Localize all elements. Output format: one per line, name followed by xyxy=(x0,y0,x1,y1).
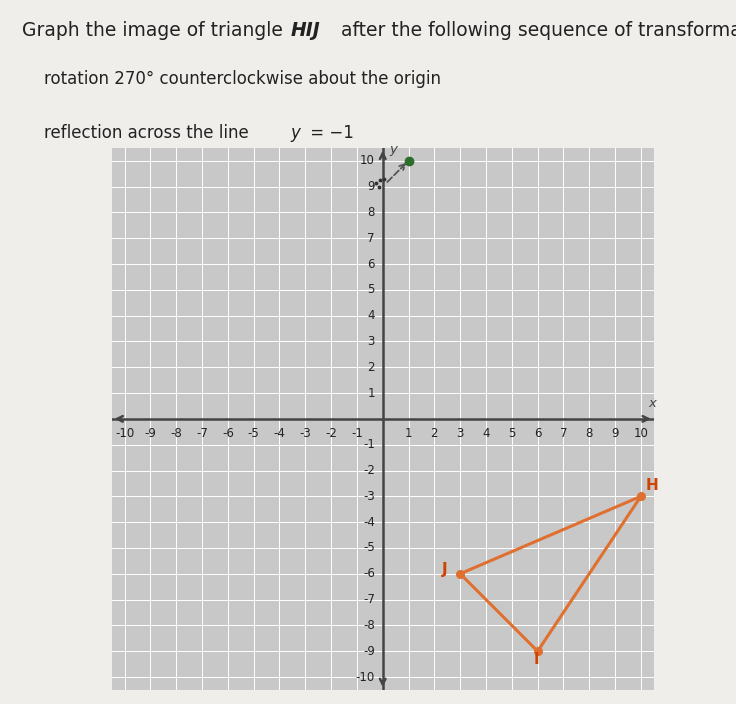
Text: -7: -7 xyxy=(196,427,208,439)
Text: -7: -7 xyxy=(363,593,375,606)
Text: 2: 2 xyxy=(367,360,375,374)
Text: -3: -3 xyxy=(364,490,375,503)
Text: -8: -8 xyxy=(364,619,375,632)
Text: -5: -5 xyxy=(364,541,375,555)
Text: 6: 6 xyxy=(534,427,542,439)
Text: -4: -4 xyxy=(274,427,286,439)
Text: -10: -10 xyxy=(355,670,375,684)
Text: rotation 270° counterclockwise about the origin: rotation 270° counterclockwise about the… xyxy=(44,70,441,89)
Text: x: x xyxy=(648,397,657,410)
Text: -2: -2 xyxy=(325,427,337,439)
Text: -9: -9 xyxy=(363,645,375,658)
Text: -9: -9 xyxy=(144,427,156,439)
Text: J: J xyxy=(442,562,447,577)
Text: 5: 5 xyxy=(367,283,375,296)
Text: 3: 3 xyxy=(367,335,375,348)
Text: y: y xyxy=(389,143,397,156)
Text: 9: 9 xyxy=(612,427,619,439)
Text: 8: 8 xyxy=(586,427,593,439)
Text: reflection across the line: reflection across the line xyxy=(44,124,254,142)
Text: 2: 2 xyxy=(431,427,438,439)
Text: 4: 4 xyxy=(367,309,375,322)
Text: 6: 6 xyxy=(367,258,375,270)
Text: 9: 9 xyxy=(367,180,375,193)
Text: = −1: = −1 xyxy=(305,124,354,142)
Text: -5: -5 xyxy=(248,427,260,439)
Text: -8: -8 xyxy=(170,427,182,439)
Text: H: H xyxy=(646,478,659,493)
Text: y: y xyxy=(291,124,300,142)
Text: -4: -4 xyxy=(363,515,375,529)
Text: -6: -6 xyxy=(363,567,375,580)
Text: -10: -10 xyxy=(115,427,134,439)
Text: 1: 1 xyxy=(367,386,375,400)
Text: 8: 8 xyxy=(367,206,375,219)
Text: -2: -2 xyxy=(363,464,375,477)
Text: 1: 1 xyxy=(405,427,412,439)
Text: -1: -1 xyxy=(363,438,375,451)
Text: 7: 7 xyxy=(559,427,567,439)
Text: after the following sequence of transformations:: after the following sequence of transfor… xyxy=(335,21,736,40)
Text: 7: 7 xyxy=(367,232,375,245)
Text: 10: 10 xyxy=(634,427,648,439)
Text: -6: -6 xyxy=(222,427,234,439)
Text: Graph the image of triangle: Graph the image of triangle xyxy=(22,21,289,40)
Text: 5: 5 xyxy=(508,427,515,439)
Text: 3: 3 xyxy=(456,427,464,439)
Text: -1: -1 xyxy=(351,427,363,439)
Text: -3: -3 xyxy=(300,427,311,439)
Text: 10: 10 xyxy=(360,154,375,168)
Text: I: I xyxy=(534,652,539,667)
Text: 4: 4 xyxy=(482,427,489,439)
Text: HIJ: HIJ xyxy=(291,21,320,40)
